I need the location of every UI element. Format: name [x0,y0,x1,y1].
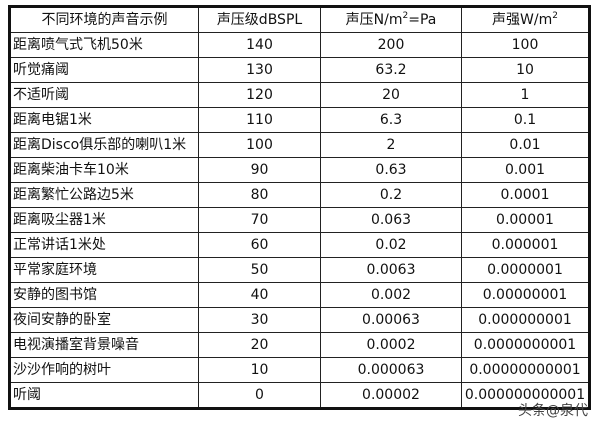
intensity-cell: 0.01 [461,132,590,158]
example-cell: 夜间安静的卧室 [9,307,199,333]
spl-cell: 0 [198,382,321,409]
spl-cell: 30 [198,307,321,333]
header-pressure-text: 声压N/m [345,12,403,28]
spl-cell: 120 [198,82,321,108]
watermark: 头条@泉代 [518,403,588,419]
example-cell: 正常讲话1米处 [9,232,199,258]
intensity-cell: 0.00000001 [461,282,590,308]
table-row: 距离电锯1米 110 6.3 0.1 [9,107,590,133]
table-row: 电视演播室背景噪音 20 0.0002 0.0000000001 [9,332,590,358]
table-row: 听阈 0 0.00002 0.000000000001 [9,382,590,409]
spl-cell: 40 [198,282,321,308]
intensity-cell: 0.0000001 [461,257,590,283]
intensity-cell: 0.000001 [461,232,590,258]
example-cell: 距离电锯1米 [9,107,199,133]
table-row: 夜间安静的卧室 30 0.00063 0.000000001 [9,307,590,333]
pressure-cell: 200 [320,32,462,58]
intensity-cell: 10 [461,57,590,83]
example-cell: 安静的图书馆 [9,282,199,308]
example-cell: 距离繁忙公路边5米 [9,182,199,208]
example-cell: 电视演播室背景噪音 [9,332,199,358]
header-spl: 声压级dBSPL [198,6,321,33]
header-row: 不同环境的声音示例 声压级dBSPL 声压N/m2=Pa 声强W/m2 [9,6,590,33]
table-body: 距离喷气式飞机50米 140 200 100 听觉痛阈 130 63.2 10 不适听阈 120 2… [9,32,590,409]
intensity-cell: 0.00001 [461,207,590,233]
pressure-cell: 0.002 [320,282,462,308]
pressure-cell: 6.3 [320,107,462,133]
intensity-cell: 0.00000000001 [461,357,590,383]
pressure-cell: 0.0002 [320,332,462,358]
spl-cell: 100 [198,132,321,158]
table-row: 正常讲话1米处 60 0.02 0.000001 [9,232,590,258]
example-cell: 平常家庭环境 [9,257,199,283]
spl-cell: 20 [198,332,321,358]
table-row: 平常家庭环境 50 0.0063 0.0000001 [9,257,590,283]
spl-cell: 80 [198,182,321,208]
intensity-cell: 0.1 [461,107,590,133]
example-cell: 距离喷气式飞机50米 [9,32,199,58]
table-row: 安静的图书馆 40 0.002 0.00000001 [9,282,590,308]
pressure-cell: 0.00063 [320,307,462,333]
pressure-cell: 0.02 [320,232,462,258]
pressure-cell: 2 [320,132,462,158]
spl-cell: 130 [198,57,321,83]
intensity-cell: 0.0000000001 [461,332,590,358]
header-pressure-exponent: 2 [402,11,409,21]
spl-cell: 90 [198,157,321,183]
table-row: 沙沙作响的树叶 10 0.000063 0.00000000001 [9,357,590,383]
pressure-cell: 0.0063 [320,257,462,283]
table-row: 不适听阈 120 20 1 [9,82,590,108]
example-cell: 听觉痛阈 [9,57,199,83]
intensity-cell: 0.0001 [461,182,590,208]
intensity-cell: 1 [461,82,590,108]
example-cell: 距离柴油卡车10米 [9,157,199,183]
pressure-cell: 63.2 [320,57,462,83]
header-pressure-suffix: =Pa [408,12,437,28]
spl-cell: 50 [198,257,321,283]
pressure-cell: 0.00002 [320,382,462,409]
spl-cell: 110 [198,107,321,133]
example-cell: 距离Disco俱乐部的喇叭1米 [9,132,199,158]
sound-level-table: 不同环境的声音示例 声压级dBSPL 声压N/m2=Pa 声强W/m2 距离喷气… [8,5,591,410]
pressure-cell: 0.63 [320,157,462,183]
table-row: 距离喷气式飞机50米 140 200 100 [9,32,590,58]
example-cell: 不适听阈 [9,82,199,108]
example-cell: 沙沙作响的树叶 [9,357,199,383]
table-row: 距离吸尘器1米 70 0.063 0.00001 [9,207,590,233]
header-intensity-text: 声强W/m [492,12,553,28]
spl-cell: 60 [198,232,321,258]
intensity-cell: 0.000000001 [461,307,590,333]
table-row: 距离Disco俱乐部的喇叭1米 100 2 0.01 [9,132,590,158]
intensity-cell: 0.001 [461,157,590,183]
example-cell: 距离吸尘器1米 [9,207,199,233]
table-row: 听觉痛阈 130 63.2 10 [9,57,590,83]
table-row: 距离柴油卡车10米 90 0.63 0.001 [9,157,590,183]
pressure-cell: 0.2 [320,182,462,208]
example-cell: 听阈 [9,382,199,409]
spl-cell: 10 [198,357,321,383]
pressure-cell: 0.063 [320,207,462,233]
pressure-cell: 20 [320,82,462,108]
pressure-cell: 0.000063 [320,357,462,383]
spl-cell: 70 [198,207,321,233]
header-intensity: 声强W/m2 [461,6,590,33]
intensity-cell: 0.000000000001 [461,382,590,409]
header-intensity-exponent: 2 [552,11,558,21]
header-pressure: 声压N/m2=Pa [320,6,462,33]
spl-cell: 140 [198,32,321,58]
header-example: 不同环境的声音示例 [9,6,199,33]
table-row: 距离繁忙公路边5米 80 0.2 0.0001 [9,182,590,208]
intensity-cell: 100 [461,32,590,58]
